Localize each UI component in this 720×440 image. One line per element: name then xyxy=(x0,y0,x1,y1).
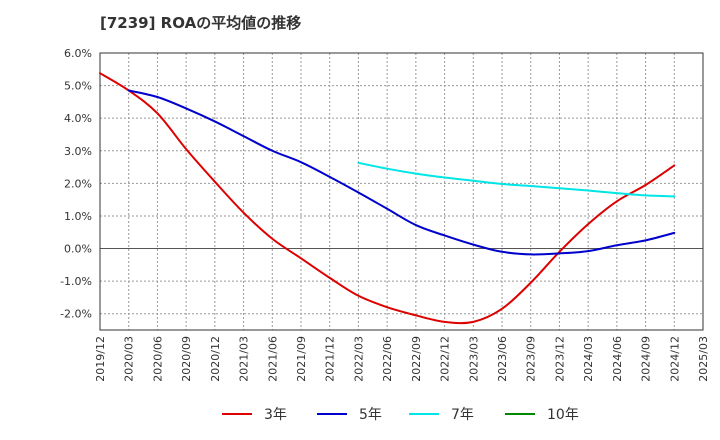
x-tick-label: 2021/12 xyxy=(324,336,337,382)
x-tick-label: 2023/09 xyxy=(525,336,538,382)
x-tick-label: 2021/09 xyxy=(295,336,308,382)
y-tick-label: 5.0% xyxy=(64,80,92,93)
x-tick-label: 2023/12 xyxy=(553,336,566,382)
x-tick-label: 2025/03 xyxy=(697,336,710,382)
x-tick-label: 2021/06 xyxy=(266,336,279,382)
x-tick-label: 2022/09 xyxy=(410,336,423,382)
chart-title: [7239] ROAの平均値の推移 xyxy=(100,14,302,32)
x-tick-label: 2020/12 xyxy=(209,336,222,382)
x-tick-label: 2020/09 xyxy=(180,336,193,382)
y-tick-label: 3.0% xyxy=(64,145,92,158)
x-tick-label: 2019/12 xyxy=(94,336,107,382)
y-tick-label: 1.0% xyxy=(64,210,92,223)
legend-label-0: 3年 xyxy=(264,407,287,423)
series-lines xyxy=(99,72,676,325)
legend-label-3: 10年 xyxy=(547,407,579,423)
x-tick-label: 2024/09 xyxy=(640,336,653,382)
x-tick-label: 2022/03 xyxy=(352,336,365,382)
y-tick-label: 4.0% xyxy=(64,112,92,125)
legend-label-1: 5年 xyxy=(359,407,382,423)
y-tick-label: 2.0% xyxy=(64,177,92,190)
x-tick-label: 2024/06 xyxy=(611,336,624,382)
x-tick-label: 2020/03 xyxy=(123,336,136,382)
x-tick-label: 2020/06 xyxy=(151,336,164,382)
x-tick-label: 2021/03 xyxy=(238,336,251,382)
y-tick-label: -1.0% xyxy=(60,275,92,288)
series-line-0 xyxy=(99,72,676,325)
y-tick-label: -2.0% xyxy=(60,308,92,321)
legend: 3年 5年 7年 10年 xyxy=(222,407,579,423)
x-tick-label: 2024/03 xyxy=(582,336,595,382)
y-tick-label: 6.0% xyxy=(64,47,92,60)
x-tick-label: 2022/12 xyxy=(439,336,452,382)
series-line-2 xyxy=(357,161,676,198)
x-tick-label: 2024/12 xyxy=(668,336,681,382)
plot-frame xyxy=(99,52,704,331)
legend-label-2: 7年 xyxy=(451,407,474,423)
x-tick-label: 2023/03 xyxy=(467,336,480,382)
y-tick-label: 0.0% xyxy=(64,243,92,256)
x-tick-label: 2022/06 xyxy=(381,336,394,382)
series-line-1 xyxy=(127,89,676,256)
x-tick-label: 2023/06 xyxy=(496,336,509,382)
plot-background xyxy=(100,53,703,330)
